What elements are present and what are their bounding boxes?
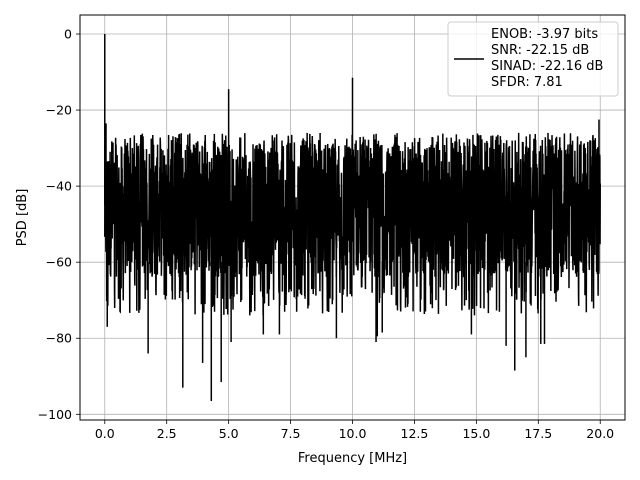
legend-line: SFDR: 7.81 bbox=[491, 75, 563, 90]
x-axis-ticks: 0.0 2.5 5.0 7.5 10.0 12.5 15.0 17.5 20.0 bbox=[95, 420, 614, 441]
x-tick-label: 17.5 bbox=[524, 426, 552, 441]
y-tick-label: 0 bbox=[64, 27, 72, 42]
x-tick-label: 12.5 bbox=[401, 426, 429, 441]
x-tick-label: 0.0 bbox=[95, 426, 115, 441]
legend: ENOB: -3.97 bits SNR: -22.15 dB SINAD: -22… bbox=[447, 21, 619, 97]
y-tick-label: −60 bbox=[46, 255, 72, 270]
y-tick-label: −100 bbox=[38, 407, 72, 422]
spikes bbox=[104, 34, 600, 401]
y-tick-label: −20 bbox=[46, 103, 72, 118]
legend-line: SINAD: -22.16 dB bbox=[491, 59, 603, 74]
y-tick-label: −80 bbox=[46, 331, 72, 346]
x-tick-label: 7.5 bbox=[281, 426, 301, 441]
y-axis-label: PSD [dB] bbox=[15, 189, 30, 247]
x-tick-label: 2.5 bbox=[157, 426, 177, 441]
psd-series-line bbox=[104, 132, 601, 316]
legend-line: SNR: -22.15 dB bbox=[491, 43, 589, 58]
legend-line: ENOB: -3.97 bits bbox=[491, 27, 598, 42]
x-tick-label: 15.0 bbox=[462, 426, 490, 441]
plot-area bbox=[104, 34, 601, 401]
legend-box bbox=[447, 21, 619, 97]
x-axis-label: Frequency [MHz] bbox=[298, 451, 407, 466]
x-tick-label: 10.0 bbox=[339, 426, 367, 441]
legend-entry: ENOB: -3.97 bits SNR: -22.15 dB SINAD: -22… bbox=[491, 27, 603, 90]
y-tick-label: −40 bbox=[46, 179, 72, 194]
x-tick-label: 20.0 bbox=[586, 426, 614, 441]
y-axis-ticks: 0 −20 −40 −60 −80 −100 bbox=[38, 27, 80, 422]
x-tick-label: 5.0 bbox=[219, 426, 239, 441]
